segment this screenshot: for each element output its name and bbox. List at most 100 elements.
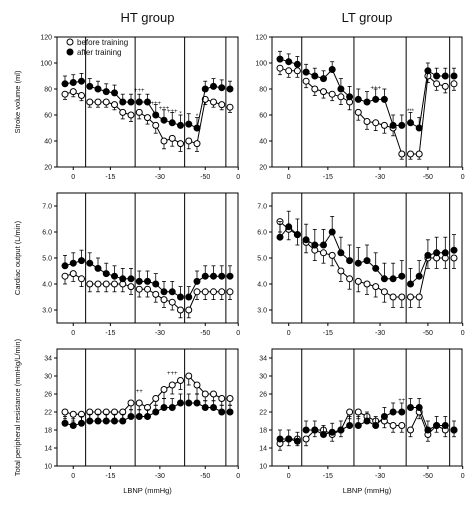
significance-mark: ++ [136, 389, 144, 395]
y-tick-label: 80 [44, 87, 52, 94]
y-tick-label: 3.0 [257, 308, 267, 315]
data-point [363, 417, 371, 425]
x-tick-label: 0 [287, 473, 291, 480]
data-point [69, 410, 77, 418]
data-point [293, 437, 301, 445]
data-point [127, 413, 135, 420]
data-point [337, 85, 345, 93]
x-tick-label: 0 [236, 174, 240, 181]
data-point [354, 408, 362, 416]
series-after-training [276, 398, 458, 445]
data-point [276, 233, 284, 241]
series-after-training [276, 210, 458, 288]
y-tick-label: 4.0 [257, 282, 267, 289]
data-point [337, 249, 345, 257]
significance-mark: *** [407, 109, 415, 115]
data-point [354, 259, 362, 267]
y-tick-label: 80 [259, 87, 267, 94]
data-point [415, 150, 423, 158]
data-point [337, 267, 345, 275]
data-point [201, 85, 209, 93]
y-tick-label: 34 [259, 356, 267, 363]
data-point [424, 426, 432, 434]
data-point [226, 408, 234, 416]
y-axis-label: Total peripheral resistance (mmHg/L/min) [13, 338, 22, 476]
group-title: HT group [121, 10, 175, 25]
data-point [201, 404, 209, 411]
data-point [210, 272, 217, 280]
data-point [389, 275, 397, 283]
data-point [119, 417, 127, 425]
data-point [415, 124, 423, 132]
data-point [450, 426, 458, 434]
data-point [337, 426, 345, 434]
data-point [168, 298, 176, 306]
data-point [398, 293, 406, 301]
data-point [346, 408, 354, 416]
y-tick-label: 100 [40, 61, 52, 68]
data-point [210, 98, 217, 106]
data-point [363, 118, 371, 125]
significance-mark: +++ [167, 371, 178, 377]
y-tick-label: 3.0 [42, 308, 52, 315]
data-point [372, 283, 380, 291]
data-point [226, 288, 234, 296]
legend-after-label: after training [77, 48, 121, 57]
data-point [111, 89, 118, 97]
data-point [61, 419, 69, 427]
significance-mark: +++ [167, 109, 178, 115]
data-point [293, 67, 301, 75]
data-point [193, 381, 201, 389]
plot-frame [56, 348, 239, 467]
y-tick-label: 18 [259, 428, 267, 435]
data-point [389, 422, 397, 429]
data-point [302, 426, 310, 434]
data-point [94, 280, 102, 288]
data-point [177, 121, 184, 129]
y-tick-label: 5.0 [257, 256, 267, 263]
data-point [61, 80, 69, 88]
legend-before-label: before training [77, 38, 128, 47]
data-point [320, 241, 327, 249]
series-before-training [276, 218, 458, 308]
y-tick-label: 22 [259, 410, 267, 417]
data-point [398, 272, 406, 280]
y-axis-label: Cardiac output (L/min) [13, 220, 22, 295]
data-point [185, 372, 193, 380]
series-before-training [61, 270, 234, 319]
x-tick-label: 0 [71, 330, 75, 337]
x-tick-label: -15 [105, 174, 115, 181]
series-after-training [61, 73, 234, 132]
data-point [210, 82, 217, 90]
x-tick-label: 0 [236, 473, 240, 480]
data-point [218, 101, 226, 109]
data-point [144, 277, 151, 285]
y-tick-label: 34 [44, 356, 52, 363]
data-point [226, 272, 234, 280]
data-point [160, 116, 168, 124]
data-point [86, 417, 94, 425]
significance-mark: +++ [134, 88, 145, 94]
data-point [119, 108, 127, 116]
data-point [185, 120, 193, 128]
x-tick-label: -50 [200, 473, 210, 480]
data-point [78, 92, 85, 99]
data-point [193, 277, 201, 285]
y-tick-label: 60 [259, 113, 267, 120]
data-point [152, 395, 160, 402]
data-point [380, 275, 388, 283]
data-point [152, 408, 160, 416]
data-point [86, 98, 94, 106]
series-after-training [61, 393, 234, 429]
x-tick-label: 0 [236, 330, 240, 337]
data-point [78, 275, 85, 283]
data-point [354, 277, 362, 285]
y-tick-label: 18 [44, 428, 52, 435]
data-point [363, 280, 371, 288]
data-point [61, 408, 69, 416]
data-point [226, 103, 234, 111]
data-point [201, 272, 209, 280]
data-point [450, 72, 458, 80]
x-tick-label: -50 [423, 174, 433, 181]
